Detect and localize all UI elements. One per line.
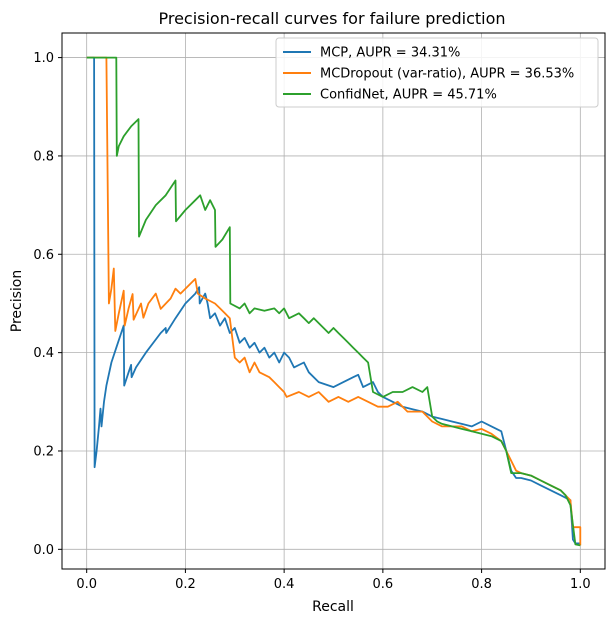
x-tick-label: 1.0 — [570, 577, 591, 592]
x-tick-label: 0.2 — [175, 577, 196, 592]
series-line-3 — [86, 56, 581, 547]
grid-lines — [62, 33, 605, 569]
y-axis-ticks: 0.0 0.2 0.4 0.6 0.8 1.0 — [33, 51, 62, 558]
y-tick-label: 0.8 — [33, 149, 54, 164]
y-tick-label: 0.4 — [33, 346, 54, 361]
x-tick-label: 0.0 — [76, 577, 97, 592]
legend-label-1: MCP, AUPR = 34.31% — [320, 46, 460, 61]
plot-area — [86, 56, 582, 547]
x-axis-ticks: 0.0 0.2 0.4 0.6 0.8 1.0 — [76, 569, 591, 592]
y-axis-label: Precision — [9, 270, 25, 332]
axes-frame — [61, 32, 606, 570]
y-tick-label: 1.0 — [33, 51, 54, 66]
x-tick-label: 0.6 — [373, 577, 394, 592]
legend-label-2: MCDropout (var-ratio), AUPR = 36.53% — [320, 67, 574, 82]
chart-title: Precision-recall curves for failure pred… — [158, 9, 505, 28]
legend: MCP, AUPR = 34.31% MCDropout (var-ratio),… — [275, 37, 599, 108]
y-tick-label: 0.0 — [33, 543, 54, 558]
legend-label-3: ConfidNet, AUPR = 45.71% — [320, 88, 497, 103]
x-axis-label: Recall — [312, 599, 354, 615]
y-tick-label: 0.6 — [33, 248, 54, 263]
series-line-1 — [86, 56, 581, 545]
x-tick-label: 0.4 — [274, 577, 295, 592]
x-tick-label: 0.8 — [471, 577, 492, 592]
y-tick-label: 0.2 — [33, 444, 54, 459]
legend-box — [275, 37, 599, 108]
